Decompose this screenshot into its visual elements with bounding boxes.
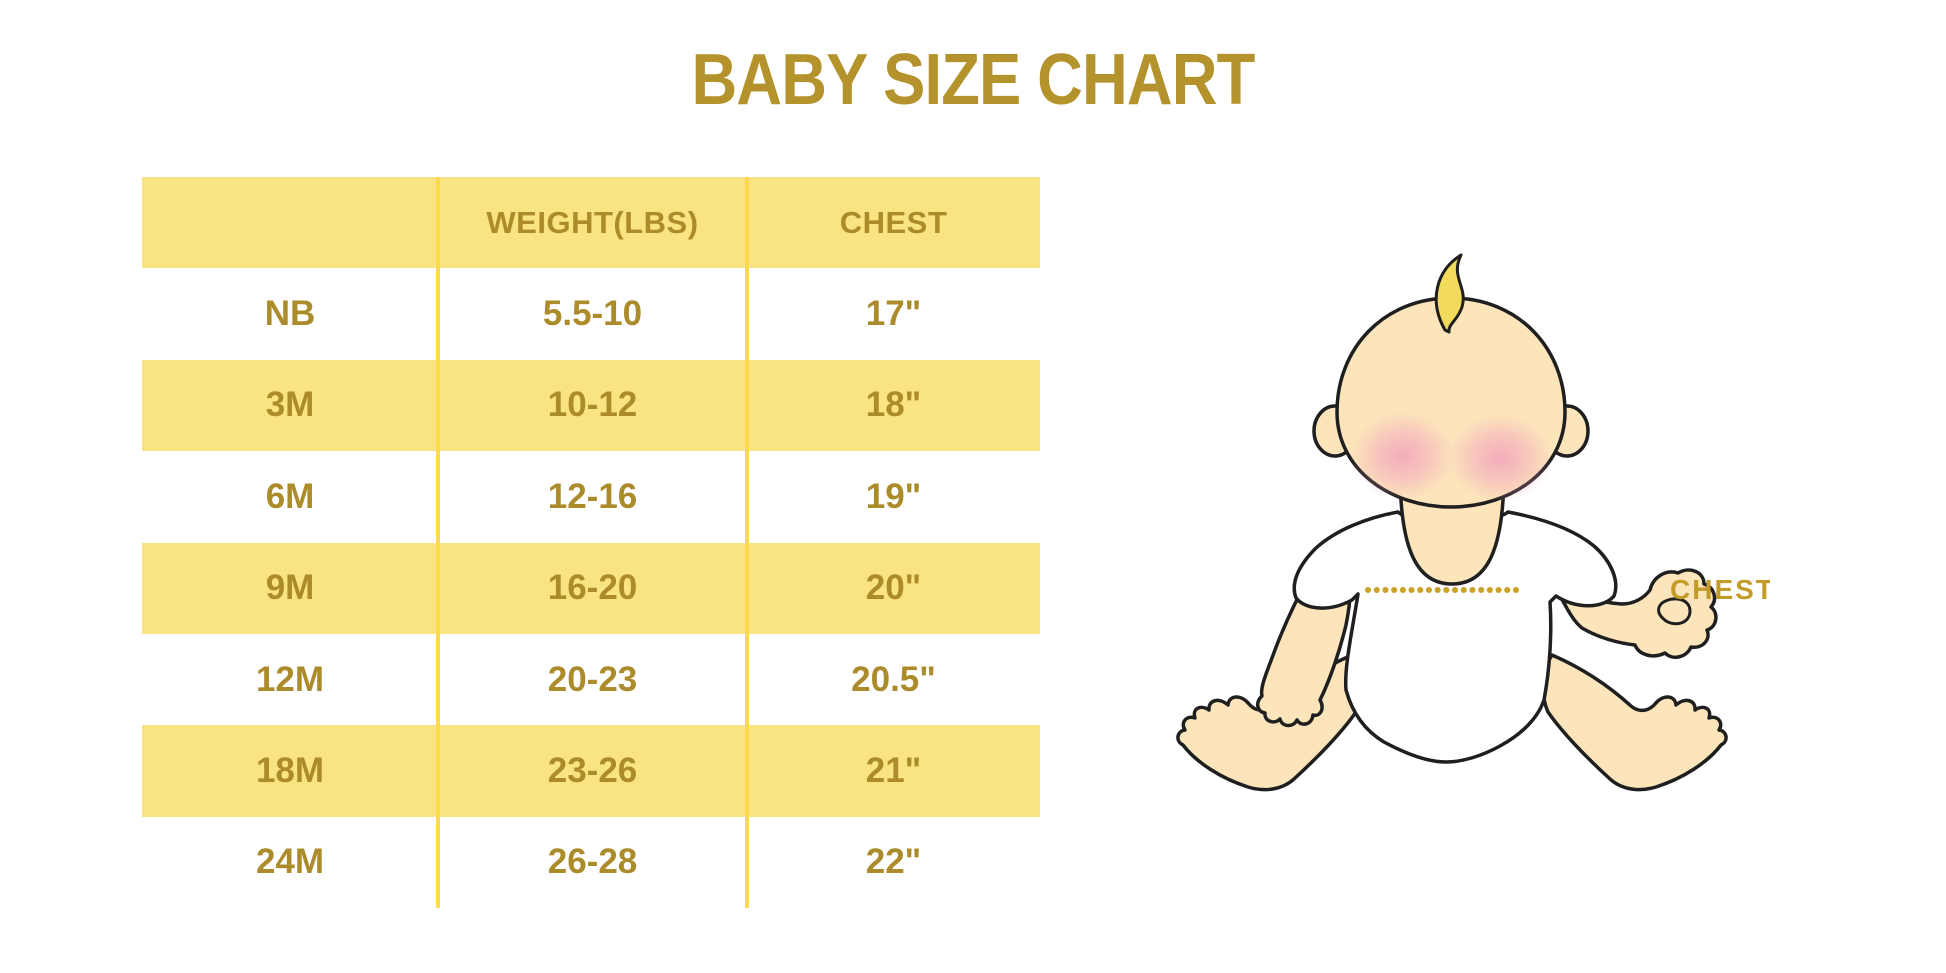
table-row: 18M 23-26 21" bbox=[142, 725, 1040, 817]
weight-cell: 16-20 bbox=[547, 568, 638, 608]
table-row: NB 5.5-10 17" bbox=[142, 268, 1040, 359]
baby-leg-right bbox=[1541, 653, 1728, 792]
chest-cell: 21" bbox=[865, 751, 922, 791]
column-divider bbox=[745, 177, 749, 908]
baby-hair-curl bbox=[1434, 253, 1465, 334]
weight-cell: 23-26 bbox=[547, 751, 638, 791]
table-row: 24M 26-28 22" bbox=[142, 817, 1040, 908]
table-header-row: WEIGHT(LBS) CHEST bbox=[142, 177, 1040, 269]
chest-cell: 22" bbox=[865, 842, 922, 882]
chest-cell: 19" bbox=[865, 476, 922, 516]
weight-cell: 5.5-10 bbox=[542, 294, 643, 334]
column-divider bbox=[436, 177, 440, 908]
baby-arm-left bbox=[1256, 573, 1352, 728]
weight-cell: 12-16 bbox=[547, 476, 638, 516]
size-table: WEIGHT(LBS) CHEST NB 5.5-10 17" 3M 10-12… bbox=[142, 177, 1040, 908]
chest-label: CHEST bbox=[1670, 574, 1770, 605]
header-weight: WEIGHT(LBS) bbox=[486, 204, 699, 240]
weight-cell: 20-23 bbox=[547, 659, 638, 699]
table-row: 9M 16-20 20" bbox=[142, 542, 1040, 634]
table-row: 12M 20-23 20.5" bbox=[142, 634, 1040, 725]
size-cell: 9M bbox=[265, 568, 315, 608]
size-cell: NB bbox=[264, 294, 316, 334]
chest-cell: 20" bbox=[865, 568, 922, 608]
size-cell: 6M bbox=[265, 476, 315, 516]
header-chest: CHEST bbox=[839, 204, 948, 240]
chest-cell: 17" bbox=[865, 294, 922, 334]
baby-blush-left bbox=[1351, 412, 1455, 500]
chest-cell: 18" bbox=[865, 385, 922, 425]
table-row: 3M 10-12 18" bbox=[142, 359, 1040, 452]
table-row: 6M 12-16 19" bbox=[142, 451, 1040, 542]
baby-blush-right bbox=[1448, 414, 1552, 502]
baby-arm-right-fist bbox=[1558, 568, 1718, 659]
size-cell: 3M bbox=[265, 385, 315, 425]
header-size bbox=[142, 177, 438, 268]
chest-cell: 20.5" bbox=[851, 659, 936, 699]
baby-illustration: CHEST bbox=[1176, 253, 1770, 792]
weight-cell: 10-12 bbox=[547, 385, 638, 425]
page-title: BABY SIZE CHART bbox=[691, 40, 1256, 120]
baby-onesie bbox=[1292, 510, 1618, 764]
size-cell: 12M bbox=[255, 659, 325, 699]
baby-fist-finger-curl bbox=[1657, 597, 1692, 626]
size-cell: 18M bbox=[255, 751, 325, 791]
size-cell: 24M bbox=[255, 842, 325, 882]
weight-cell: 26-28 bbox=[547, 842, 638, 882]
